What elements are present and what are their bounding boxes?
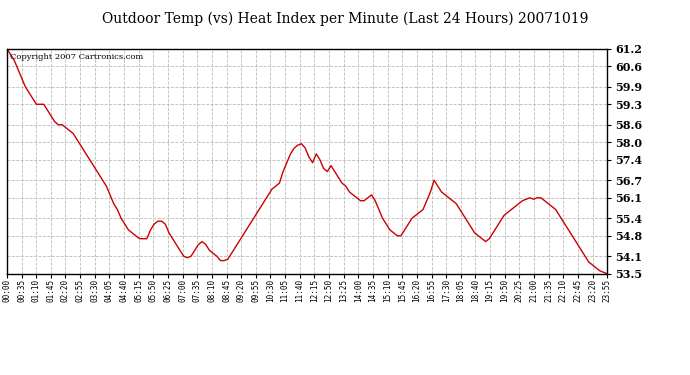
Text: Copyright 2007 Cartronics.com: Copyright 2007 Cartronics.com: [10, 53, 143, 61]
Text: Outdoor Temp (vs) Heat Index per Minute (Last 24 Hours) 20071019: Outdoor Temp (vs) Heat Index per Minute …: [102, 11, 588, 26]
